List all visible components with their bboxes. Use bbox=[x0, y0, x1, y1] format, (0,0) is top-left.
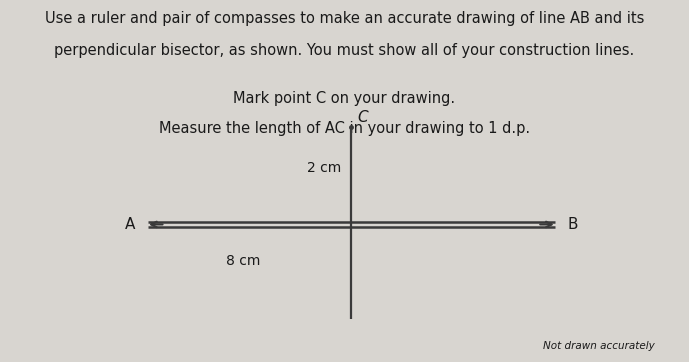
Text: B: B bbox=[567, 217, 577, 232]
Text: Not drawn accurately: Not drawn accurately bbox=[543, 341, 655, 351]
Text: Use a ruler and pair of compasses to make an accurate drawing of line AB and its: Use a ruler and pair of compasses to mak… bbox=[45, 11, 644, 26]
Text: C: C bbox=[357, 110, 367, 125]
Text: 2 cm: 2 cm bbox=[307, 161, 341, 175]
Text: 8 cm: 8 cm bbox=[226, 254, 260, 268]
Text: Mark point C on your drawing.: Mark point C on your drawing. bbox=[234, 90, 455, 105]
Text: perpendicular bisector, as shown. You must show all of your construction lines.: perpendicular bisector, as shown. You mu… bbox=[54, 43, 635, 58]
Text: Measure the length of AC in your drawing to 1 d.p.: Measure the length of AC in your drawing… bbox=[159, 121, 530, 136]
Text: A: A bbox=[125, 217, 136, 232]
